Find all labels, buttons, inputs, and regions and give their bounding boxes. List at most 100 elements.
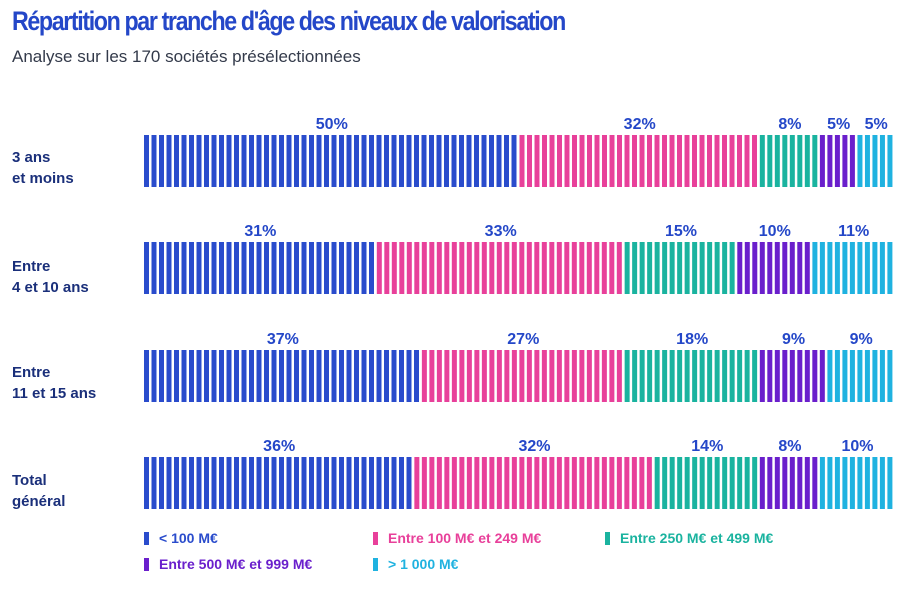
bar-stripe xyxy=(159,350,164,402)
bar-stripe xyxy=(204,242,209,294)
bar-stripe xyxy=(782,135,788,187)
bar-segment: 10% xyxy=(737,223,810,294)
bar-stripe xyxy=(744,135,750,187)
bar-stripe xyxy=(301,350,307,402)
bar-stripe xyxy=(339,135,344,187)
bar-stripe xyxy=(699,242,705,294)
bar-stripe xyxy=(774,242,780,294)
bar-stripe xyxy=(797,135,803,187)
bar-stripe xyxy=(174,350,179,402)
bar-stripe xyxy=(564,350,570,402)
bar-stripe xyxy=(759,135,765,187)
bar-stripe xyxy=(406,350,412,402)
bar-stripe xyxy=(819,457,825,509)
bar-stripe xyxy=(677,457,683,509)
bar-stripe xyxy=(279,457,284,509)
bar-stripe xyxy=(511,350,517,402)
bar-stripe xyxy=(361,350,367,402)
bar-stripe xyxy=(324,135,329,187)
bar-stripe xyxy=(639,135,645,187)
row-label-11-15-ans: Entre 11 et 15 ans xyxy=(12,362,96,404)
bar-stripe xyxy=(249,350,254,402)
bar-stripe xyxy=(489,457,495,509)
bar-stripe xyxy=(654,242,660,294)
bar-segment: 32% xyxy=(519,116,757,187)
data-label: 9% xyxy=(850,331,873,348)
bar-stripe xyxy=(541,350,547,402)
bar-stripe xyxy=(594,350,600,402)
bar-stripe xyxy=(181,242,187,294)
bar-stripe xyxy=(519,242,525,294)
bar-stripe xyxy=(204,135,209,187)
bar-stripe xyxy=(331,135,337,187)
bar-stripe xyxy=(346,242,352,294)
bar-stripe xyxy=(519,350,525,402)
bar-stripe xyxy=(414,242,420,294)
bar-stripe xyxy=(324,242,329,294)
bar-stripe xyxy=(804,350,810,402)
bar-stripe xyxy=(601,242,607,294)
bar-stripe xyxy=(654,350,660,402)
bar-stripe xyxy=(774,135,780,187)
data-label: 18% xyxy=(676,331,708,348)
row-label-total: Total général xyxy=(12,470,65,512)
bar-stripe xyxy=(339,242,344,294)
bar-stripe xyxy=(444,350,450,402)
bar-stripe xyxy=(541,242,547,294)
bar-stripe xyxy=(677,135,682,187)
bar-stripe xyxy=(421,242,427,294)
bar-stripe xyxy=(834,457,840,509)
bar-stripe xyxy=(504,242,510,294)
bar-stripe xyxy=(587,135,592,187)
data-label: 32% xyxy=(518,438,550,455)
bar-stripe xyxy=(819,242,825,294)
bar-stripe xyxy=(624,242,630,294)
bar-stripe xyxy=(264,242,269,294)
bar-stripe xyxy=(586,350,592,402)
bar-stripe xyxy=(737,135,742,187)
bar-stripe xyxy=(692,350,698,402)
bar-stripe xyxy=(316,457,322,509)
bar-stripe xyxy=(527,135,532,187)
bar-row: 31% 33% 15% 10% 11% xyxy=(144,223,893,294)
legend-item-gt1000: > 1 000 M€ xyxy=(373,556,458,572)
bar-stripe xyxy=(759,457,765,509)
bar-stripe xyxy=(594,135,600,187)
bar-stripe xyxy=(564,135,570,187)
bar-stripe xyxy=(354,350,359,402)
row-label-line2: 11 et 15 ans xyxy=(12,385,97,402)
bar-stripe xyxy=(586,242,592,294)
bar-segment: 50% xyxy=(144,116,517,187)
bar-stripe xyxy=(601,350,607,402)
bar-stripe xyxy=(834,242,840,294)
bar-stripe xyxy=(616,242,622,294)
bar-stripe xyxy=(474,242,480,294)
bar-stripe xyxy=(842,135,848,187)
bar-segment: 15% xyxy=(624,223,735,294)
bar-stripe xyxy=(189,135,194,187)
bar-stripe xyxy=(369,457,374,509)
bar-stripe xyxy=(662,242,668,294)
bar-stripe xyxy=(219,135,224,187)
bar-stripe xyxy=(309,242,314,294)
bar-stripe xyxy=(159,135,164,187)
bar-stripe xyxy=(782,350,788,402)
bar-stripe xyxy=(872,242,878,294)
data-label: 50% xyxy=(316,116,348,133)
bar-stripe xyxy=(707,242,713,294)
bar-stripe xyxy=(857,457,863,509)
bar-stripe xyxy=(609,350,615,402)
bar-stripe xyxy=(144,242,149,294)
bar-stripe xyxy=(144,457,149,509)
bar-stripe xyxy=(526,457,532,509)
bar-stripe xyxy=(361,457,367,509)
bar-stripe xyxy=(241,135,247,187)
bar-stripe xyxy=(752,135,757,187)
bar-stripe xyxy=(662,135,667,187)
bar-stripe xyxy=(354,457,359,509)
bar-stripe xyxy=(699,457,705,509)
bar-stripe xyxy=(571,242,577,294)
row-label-3-ans: 3 ans et moins xyxy=(12,147,74,189)
bar-stripe xyxy=(519,135,525,187)
bar-stripe xyxy=(864,457,870,509)
